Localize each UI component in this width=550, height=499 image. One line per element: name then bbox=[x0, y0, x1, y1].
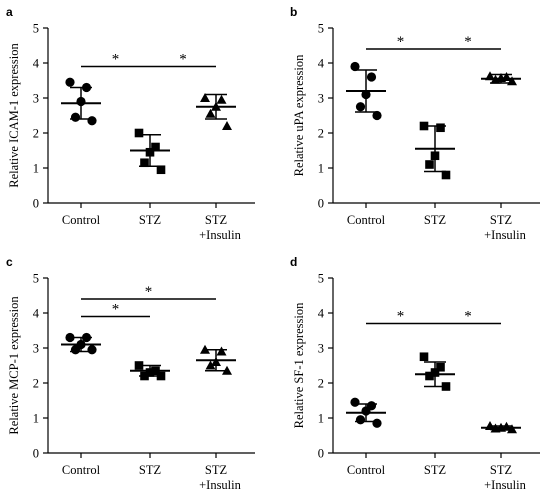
data-point-circle bbox=[70, 112, 81, 122]
panel-b: b Relative uPA expression 0 1 2 3 4 5 Control STZ… bbox=[290, 5, 540, 242]
data-point-triangle bbox=[222, 121, 232, 130]
significance-star: * bbox=[112, 302, 120, 318]
data-point-circle bbox=[65, 77, 75, 87]
data-point-circle bbox=[372, 110, 382, 121]
data-point-square bbox=[151, 142, 160, 152]
data-point-circle bbox=[372, 418, 382, 428]
panel-letter: a bbox=[6, 5, 13, 19]
significance-star: * bbox=[145, 284, 153, 300]
data-point-square bbox=[436, 123, 445, 133]
data-point-circle bbox=[366, 72, 377, 82]
significance-star: * bbox=[464, 34, 472, 50]
data-point-square bbox=[134, 128, 144, 138]
x-tick-label: STZ bbox=[205, 213, 227, 227]
y-axis-label: Relative ICAM-1 expression bbox=[7, 43, 21, 188]
data-point-triangle bbox=[205, 360, 216, 370]
x-tick-label: STZ bbox=[139, 213, 161, 227]
x-tick-label: Control bbox=[62, 463, 101, 477]
data-point-circle bbox=[350, 61, 360, 72]
y-tick-label: 0 bbox=[33, 197, 39, 211]
y-tick-label: 1 bbox=[318, 412, 324, 426]
y-axis-label: Relative SF-1 expression bbox=[292, 302, 306, 428]
y-tick-label: 4 bbox=[33, 307, 40, 321]
data-point-triangle bbox=[216, 346, 227, 356]
y-tick-label: 4 bbox=[318, 57, 325, 71]
x-tick-label: +Insulin bbox=[484, 228, 527, 242]
significance-star: * bbox=[397, 34, 405, 50]
y-tick-label: 4 bbox=[318, 307, 325, 321]
y-tick-label: 2 bbox=[318, 127, 324, 141]
y-tick-label: 5 bbox=[318, 272, 324, 286]
y-tick-label: 1 bbox=[33, 162, 39, 176]
data-point-square bbox=[436, 362, 445, 372]
x-tick-label: STZ bbox=[490, 213, 512, 227]
panel-c: c Relative MCP-1 expression 0 1 2 3 4 5 Control S… bbox=[6, 255, 255, 492]
data-point-square bbox=[419, 352, 429, 362]
y-tick-label: 2 bbox=[33, 377, 39, 391]
x-tick-label: Control bbox=[347, 463, 386, 477]
significance-star: * bbox=[397, 309, 405, 325]
y-tick-label: 3 bbox=[318, 342, 324, 356]
y-tick-label: 0 bbox=[318, 197, 324, 211]
x-tick-label: +Insulin bbox=[199, 228, 242, 242]
x-tick-label: STZ bbox=[139, 463, 161, 477]
y-tick-label: 1 bbox=[33, 412, 39, 426]
y-axis-label: Relative MCP-1 expression bbox=[7, 296, 21, 435]
data-point-circle bbox=[70, 345, 81, 355]
data-point-square bbox=[425, 371, 434, 381]
panel-a: a Relative ICAM-1 expression 0 1 2 3 4 5 Control… bbox=[6, 5, 255, 242]
data-point-circle bbox=[87, 116, 97, 126]
significance-star: * bbox=[464, 309, 472, 325]
data-point-square bbox=[425, 160, 434, 169]
y-tick-label: 2 bbox=[318, 377, 324, 391]
y-tick-label: 0 bbox=[33, 447, 39, 461]
data-point-triangle bbox=[200, 93, 210, 102]
x-tick-label: STZ bbox=[490, 463, 512, 477]
panel-letter: d bbox=[290, 255, 297, 269]
y-tick-label: 1 bbox=[318, 162, 324, 176]
data-point-circle bbox=[350, 397, 360, 407]
y-tick-label: 5 bbox=[318, 22, 324, 36]
y-tick-label: 0 bbox=[318, 447, 324, 461]
x-tick-label: +Insulin bbox=[484, 478, 527, 492]
y-tick-label: 3 bbox=[318, 92, 324, 106]
y-tick-label: 5 bbox=[33, 22, 39, 36]
data-point-circle bbox=[355, 102, 366, 112]
y-tick-label: 2 bbox=[33, 127, 39, 141]
y-axis-label: Relative uPA expression bbox=[292, 54, 306, 177]
data-point-triangle bbox=[205, 108, 216, 118]
y-tick-label: 5 bbox=[33, 272, 39, 286]
y-tick-label: 4 bbox=[33, 57, 40, 71]
x-tick-label: +Insulin bbox=[199, 478, 242, 492]
panel-letter: b bbox=[290, 5, 297, 19]
y-tick-label: 3 bbox=[33, 342, 39, 356]
panel-letter: c bbox=[6, 255, 13, 269]
data-point-square bbox=[156, 165, 166, 175]
x-tick-label: STZ bbox=[205, 463, 227, 477]
x-tick-label: Control bbox=[62, 213, 101, 227]
panel-d: d Relative SF-1 expression 0 1 2 3 4 5 Control ST… bbox=[290, 255, 540, 492]
y-tick-label: 3 bbox=[33, 92, 39, 106]
data-point-circle bbox=[355, 415, 366, 425]
x-tick-label: STZ bbox=[424, 213, 446, 227]
data-point-circle bbox=[87, 345, 97, 355]
x-tick-label: STZ bbox=[424, 463, 446, 477]
data-point-triangle bbox=[216, 94, 227, 104]
significance-star: * bbox=[112, 52, 120, 68]
data-point-square bbox=[140, 158, 149, 168]
significance-star: * bbox=[179, 52, 187, 68]
data-point-square bbox=[441, 170, 451, 180]
x-tick-label: Control bbox=[347, 213, 386, 227]
